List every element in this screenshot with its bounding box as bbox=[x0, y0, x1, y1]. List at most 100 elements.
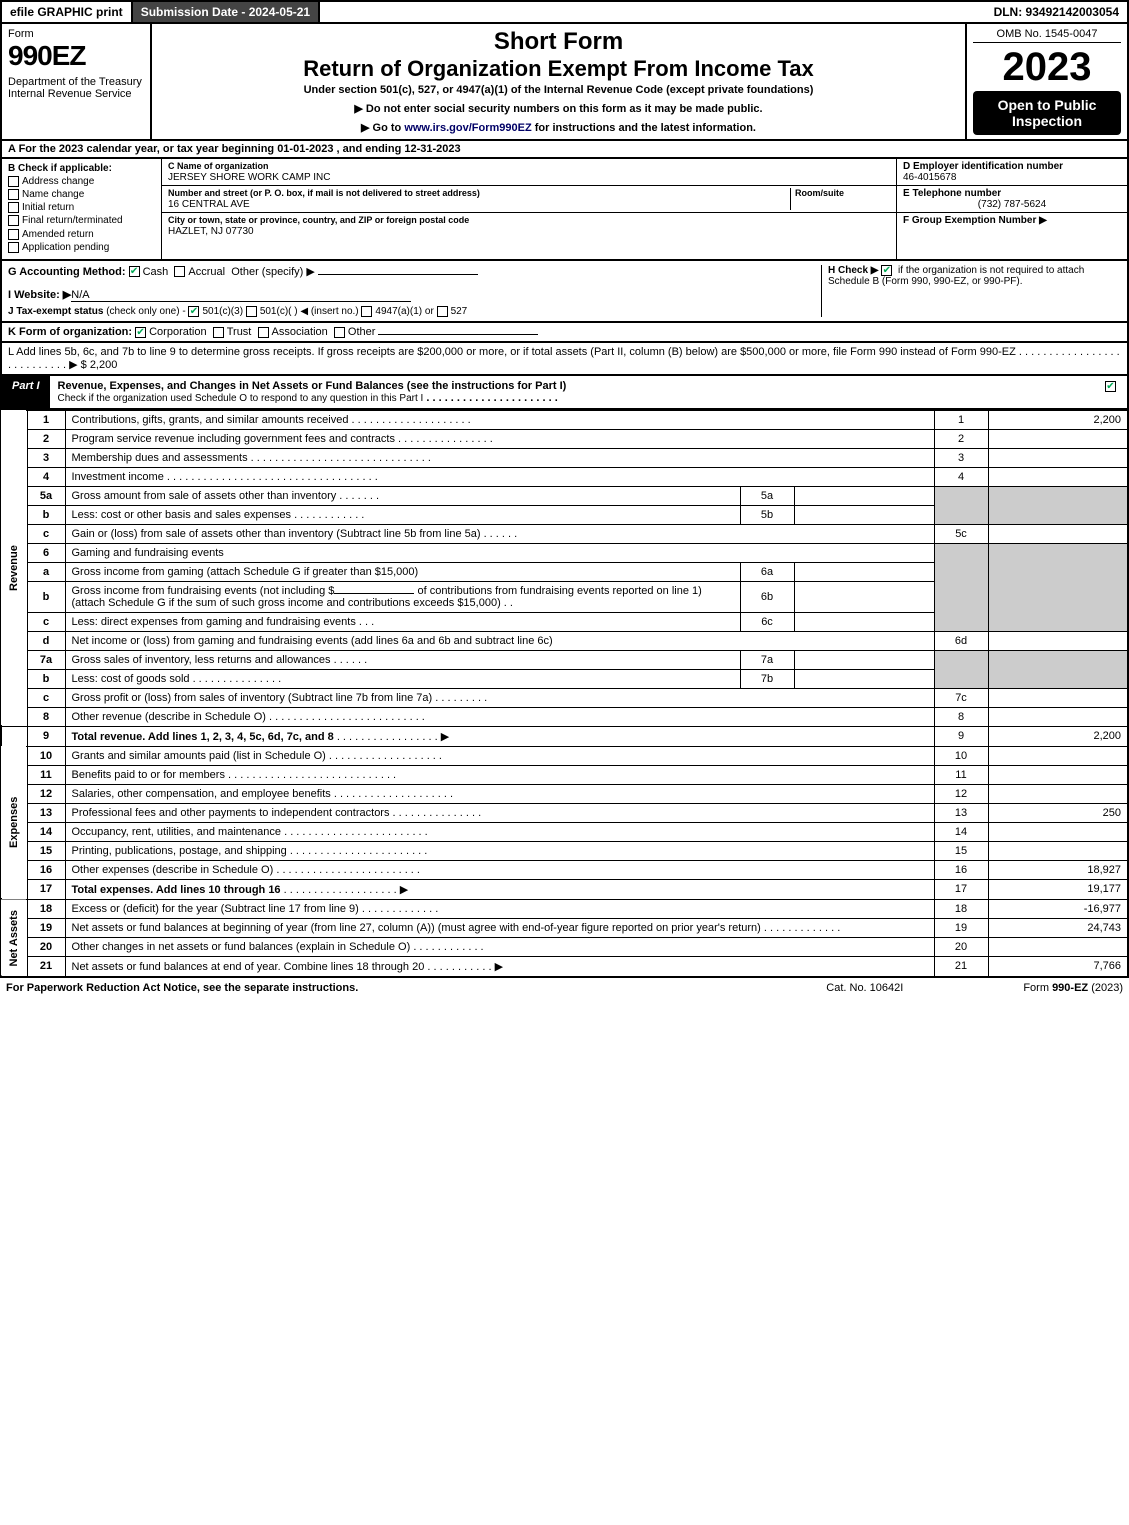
val-13: 250 bbox=[988, 803, 1128, 822]
h-box: H Check ▶ if the organization is not req… bbox=[821, 265, 1121, 317]
line-5a: 5aGross amount from sale of assets other… bbox=[1, 486, 1128, 505]
form-word: Form bbox=[8, 28, 144, 40]
val-9: 2,200 bbox=[988, 726, 1128, 746]
cb-501c[interactable] bbox=[246, 306, 257, 317]
cb-other-org[interactable] bbox=[334, 327, 345, 338]
street-address: 16 CENTRAL AVE bbox=[168, 199, 250, 210]
line-10: Expenses 10Grants and similar amounts pa… bbox=[1, 746, 1128, 765]
short-form-title: Short Form bbox=[160, 28, 957, 56]
val-21: 7,766 bbox=[988, 956, 1128, 977]
line-16: 16Other expenses (describe in Schedule O… bbox=[1, 860, 1128, 879]
org-name-cell: C Name of organization JERSEY SHORE WORK… bbox=[162, 159, 896, 186]
line-15: 15Printing, publications, postage, and s… bbox=[1, 841, 1128, 860]
cb-501c3[interactable] bbox=[188, 306, 199, 317]
line-14: 14Occupancy, rent, utilities, and mainte… bbox=[1, 822, 1128, 841]
cb-trust[interactable] bbox=[213, 327, 224, 338]
street-cell: Number and street (or P. O. box, if mail… bbox=[162, 186, 896, 213]
form-number: 990EZ bbox=[8, 40, 144, 72]
website-row: I Website: ▶N/A bbox=[8, 288, 821, 302]
cb-initial-return[interactable]: Initial return bbox=[8, 202, 155, 213]
line-7a: 7aGross sales of inventory, less returns… bbox=[1, 650, 1128, 669]
line-6: 6Gaming and fundraising events bbox=[1, 543, 1128, 562]
top-bar: efile GRAPHIC print Submission Date - 20… bbox=[0, 0, 1129, 24]
line-5c: cGain or (loss) from sale of assets othe… bbox=[1, 524, 1128, 543]
cb-corporation[interactable] bbox=[135, 327, 146, 338]
column-c: C Name of organization JERSEY SHORE WORK… bbox=[162, 159, 897, 259]
dln-label: DLN: 93492142003054 bbox=[986, 2, 1127, 22]
line-20: 20Other changes in net assets or fund ba… bbox=[1, 937, 1128, 956]
city-state-zip: HAZLET, NJ 07730 bbox=[168, 226, 254, 237]
irs-link[interactable]: www.irs.gov/Form990EZ bbox=[404, 122, 531, 134]
form-ref: Form 990-EZ (2023) bbox=[1023, 982, 1123, 994]
cb-cash[interactable] bbox=[129, 266, 140, 277]
telephone: (732) 787-5624 bbox=[903, 199, 1121, 210]
header-right: OMB No. 1545-0047 2023 Open to Public In… bbox=[967, 24, 1127, 139]
line-9: 9Total revenue. Add lines 1, 2, 3, 4, 5c… bbox=[1, 726, 1128, 746]
val-17: 19,177 bbox=[988, 879, 1128, 899]
part-1-header: Part I Revenue, Expenses, and Changes in… bbox=[0, 376, 1129, 410]
cb-association[interactable] bbox=[258, 327, 269, 338]
tel-cell: E Telephone number (732) 787-5624 bbox=[897, 186, 1127, 213]
l-row: L Add lines 5b, 6c, and 7b to line 9 to … bbox=[0, 343, 1129, 376]
form-header: Form 990EZ Department of the TreasuryInt… bbox=[0, 24, 1129, 141]
b-header: B Check if applicable: bbox=[8, 163, 155, 174]
org-name: JERSEY SHORE WORK CAMP INC bbox=[168, 172, 330, 183]
cb-address-change[interactable]: Address change bbox=[8, 176, 155, 187]
line-7c: cGross profit or (loss) from sales of in… bbox=[1, 688, 1128, 707]
val-1: 2,200 bbox=[988, 410, 1128, 429]
l-amount: ▶ $ 2,200 bbox=[69, 359, 117, 371]
line-8: 8Other revenue (describe in Schedule O) … bbox=[1, 707, 1128, 726]
part-1-title: Revenue, Expenses, and Changes in Net As… bbox=[50, 376, 1097, 408]
section-g-h-i-j: G Accounting Method: Cash Accrual Other … bbox=[0, 261, 1129, 323]
ein-value: 46-4015678 bbox=[903, 172, 956, 183]
accounting-row: G Accounting Method: Cash Accrual Other … bbox=[8, 265, 821, 278]
group-cell: F Group Exemption Number ▶ bbox=[897, 213, 1127, 228]
omb-number: OMB No. 1545-0047 bbox=[973, 28, 1121, 43]
line-19: 19Net assets or fund balances at beginni… bbox=[1, 918, 1128, 937]
return-title: Return of Organization Exempt From Incom… bbox=[160, 56, 957, 82]
page-footer: For Paperwork Reduction Act Notice, see … bbox=[0, 978, 1129, 998]
side-net-assets: Net Assets bbox=[1, 899, 27, 977]
side-revenue: Revenue bbox=[1, 410, 27, 726]
k-row: K Form of organization: Corporation Trus… bbox=[0, 323, 1129, 343]
cat-no: Cat. No. 10642I bbox=[826, 982, 903, 994]
city-cell: City or town, state or province, country… bbox=[162, 213, 896, 239]
cb-4947[interactable] bbox=[361, 306, 372, 317]
line-4: 4Investment income . . . . . . . . . . .… bbox=[1, 467, 1128, 486]
line-6d: dNet income or (loss) from gaming and fu… bbox=[1, 631, 1128, 650]
part-1-table: Revenue 1 Contributions, gifts, grants, … bbox=[0, 410, 1129, 978]
cb-527[interactable] bbox=[437, 306, 448, 317]
instruction-2: ▶ Go to www.irs.gov/Form990EZ for instru… bbox=[160, 121, 957, 134]
cb-final-return[interactable]: Final return/terminated bbox=[8, 215, 155, 226]
val-16: 18,927 bbox=[988, 860, 1128, 879]
val-19: 24,743 bbox=[988, 918, 1128, 937]
line-1: Revenue 1 Contributions, gifts, grants, … bbox=[1, 410, 1128, 429]
department-label: Department of the TreasuryInternal Reven… bbox=[8, 76, 144, 100]
cb-amended-return[interactable]: Amended return bbox=[8, 229, 155, 240]
instruction-1: ▶ Do not enter social security numbers o… bbox=[160, 102, 957, 115]
paperwork-notice: For Paperwork Reduction Act Notice, see … bbox=[6, 982, 358, 994]
line-2: 2Program service revenue including gover… bbox=[1, 429, 1128, 448]
line-18: Net Assets 18Excess or (deficit) for the… bbox=[1, 899, 1128, 918]
line-12: 12Salaries, other compensation, and empl… bbox=[1, 784, 1128, 803]
header-left: Form 990EZ Department of the TreasuryInt… bbox=[2, 24, 152, 139]
line-11: 11Benefits paid to or for members . . . … bbox=[1, 765, 1128, 784]
cb-h[interactable] bbox=[881, 265, 892, 276]
cb-accrual[interactable] bbox=[174, 266, 185, 277]
line-21: 21Net assets or fund balances at end of … bbox=[1, 956, 1128, 977]
info-grid: B Check if applicable: Address change Na… bbox=[0, 159, 1129, 261]
cb-name-change[interactable]: Name change bbox=[8, 189, 155, 200]
row-a-calendar: A For the 2023 calendar year, or tax yea… bbox=[0, 141, 1129, 159]
line-17: 17Total expenses. Add lines 10 through 1… bbox=[1, 879, 1128, 899]
cb-application-pending[interactable]: Application pending bbox=[8, 242, 155, 253]
part-1-check[interactable] bbox=[1097, 376, 1127, 408]
j-row: J Tax-exempt status (check only one) - 5… bbox=[8, 306, 821, 317]
open-to-public: Open to Public Inspection bbox=[973, 91, 1121, 135]
ein-cell: D Employer identification number 46-4015… bbox=[897, 159, 1127, 186]
tax-year: 2023 bbox=[973, 47, 1121, 87]
website-value: N/A bbox=[71, 289, 411, 302]
efile-label: efile GRAPHIC print bbox=[2, 2, 133, 22]
val-18: -16,977 bbox=[988, 899, 1128, 918]
side-expenses: Expenses bbox=[1, 746, 27, 899]
submission-date: Submission Date - 2024-05-21 bbox=[133, 2, 320, 22]
